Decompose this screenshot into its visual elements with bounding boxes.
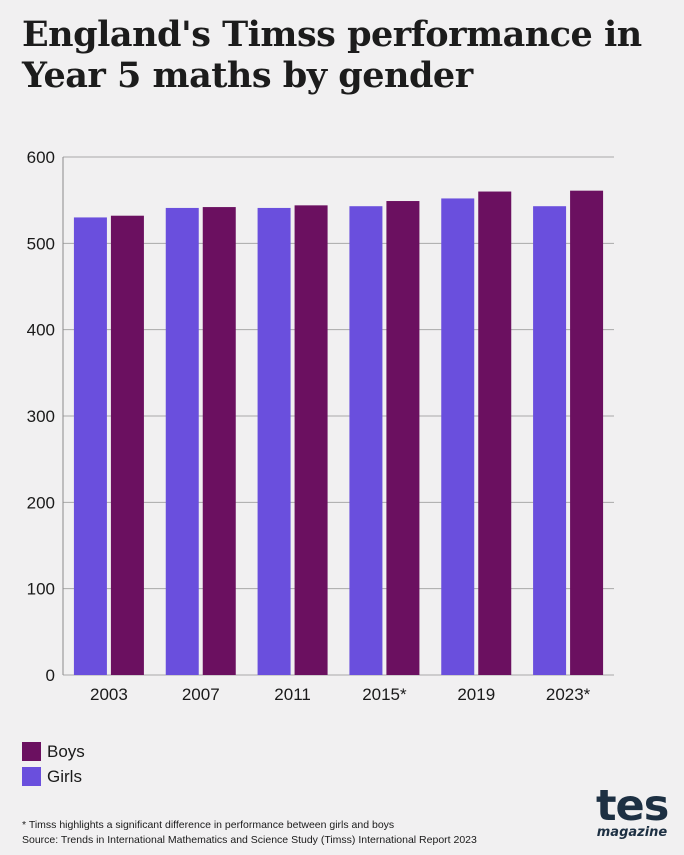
y-tick-label-300: 300 — [27, 407, 55, 426]
legend: Boys Girls — [22, 739, 85, 789]
logo-sub-text: magazine — [596, 825, 668, 840]
x-tick-label-2011: 2011 — [274, 685, 311, 704]
bar-girls-2003 — [73, 217, 107, 675]
legend-swatch-boys — [22, 742, 41, 761]
x-tick-label-2019: 2019 — [457, 685, 495, 704]
y-tick-label-500: 500 — [27, 234, 55, 253]
legend-item-boys: Boys — [22, 739, 85, 764]
bar-boys-2023 — [570, 190, 604, 676]
y-tick-label-400: 400 — [27, 321, 55, 340]
y-tick-label-600: 600 — [27, 148, 55, 167]
legend-swatch-girls — [22, 767, 41, 786]
y-tick-label-0: 0 — [46, 666, 55, 685]
tes-magazine-logo: tes magazine — [596, 781, 669, 840]
bar-girls-2015 — [349, 206, 383, 675]
y-tick-label-200: 200 — [27, 493, 55, 512]
significance-note: * Timss highlights a significant differe… — [22, 819, 395, 831]
bar-chart: 0 100 200 300 400 500 600 2003 2007 2011 2015* 2019… — [27, 148, 614, 704]
bar-boys-2003 — [110, 215, 144, 675]
legend-label-girls: Girls — [47, 766, 82, 786]
x-tick-label-2003: 2003 — [90, 685, 128, 704]
legend-item-girls: Girls — [22, 764, 85, 789]
bar-girls-2007 — [165, 207, 199, 676]
source-note: Source: Trends in International Mathemat… — [22, 834, 477, 846]
bar-boys-2015 — [386, 201, 420, 675]
footnotes: * Timss highlights a significant differe… — [22, 818, 477, 848]
legend-label-boys: Boys — [47, 741, 85, 761]
y-tick-label-100: 100 — [27, 580, 55, 599]
bar-girls-2019 — [441, 198, 475, 675]
x-tick-label-2015: 2015* — [362, 685, 407, 704]
x-tick-label-2023: 2023* — [546, 685, 591, 704]
bar-boys-2007 — [202, 207, 236, 675]
bar-girls-2023 — [533, 206, 567, 675]
logo-main-text: tes — [596, 781, 669, 831]
bar-girls-2011 — [257, 207, 291, 676]
x-tick-label-2007: 2007 — [182, 685, 220, 704]
bar-boys-2011 — [294, 205, 328, 675]
chart-title: England's Timss performance in Year 5 ma… — [22, 14, 642, 96]
bar-boys-2019 — [478, 191, 512, 676]
